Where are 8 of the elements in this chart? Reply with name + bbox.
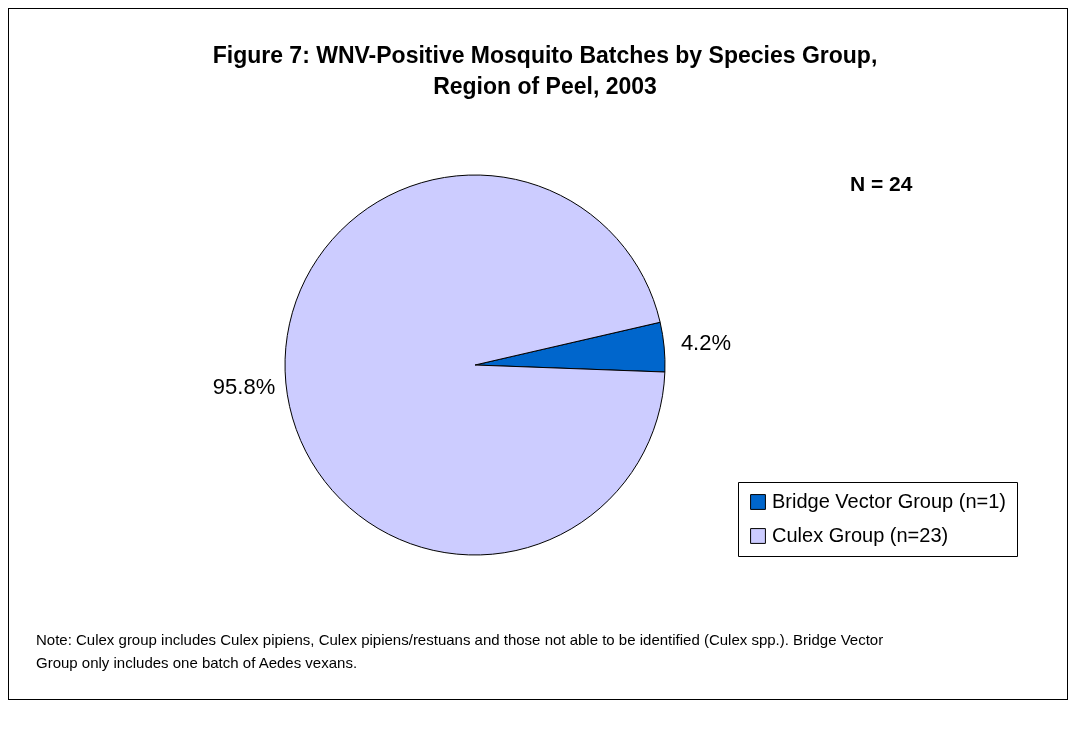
text: N = 24 — [850, 172, 913, 196]
pie-slice — [284, 174, 666, 556]
legend-label: Culex Group (n=23) — [772, 524, 949, 546]
data-label: 95.8% — [212, 373, 276, 399]
text: Note: Culex group includes Culex pipiens, Culex pipiens/restuans and those not able to be identified (Culex spp.). Bridge Vector Group only includes one batch of Aedes vexans. — [36, 630, 885, 673]
legend-label: Bridge Vector Group (n=1) — [772, 490, 1007, 512]
chart-title: Figure 7: WNV-Positive Mosquito Batches by Species Group, Region of Peel, 2003 — [211, 41, 879, 101]
data-label: 4.2% — [680, 330, 732, 356]
